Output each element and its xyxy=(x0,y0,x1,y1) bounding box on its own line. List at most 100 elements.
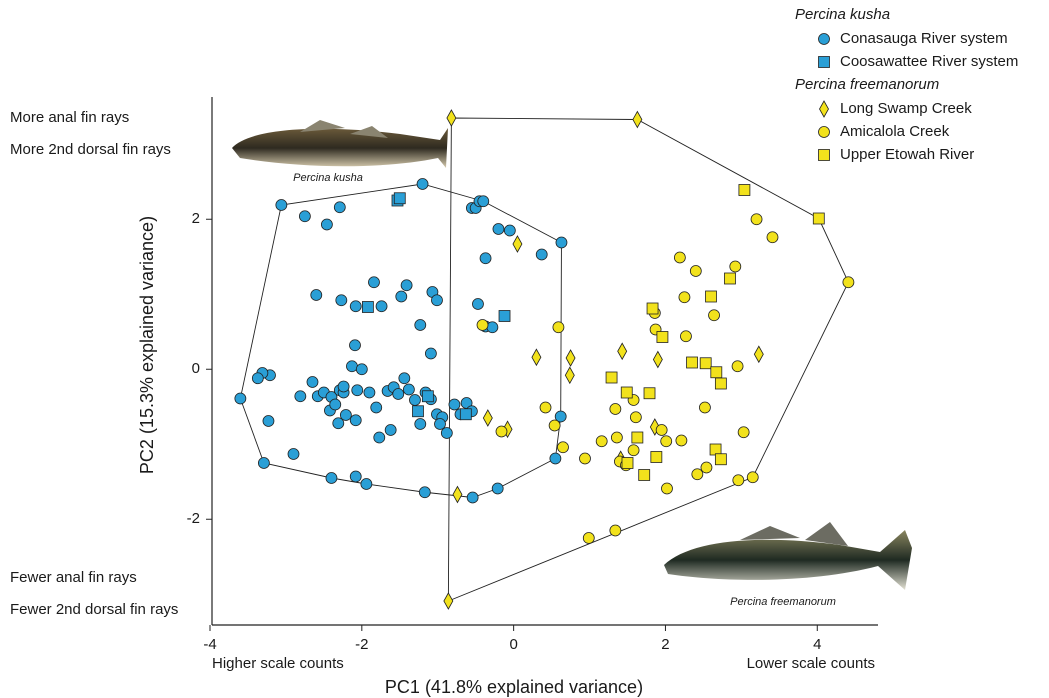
point xyxy=(656,425,667,436)
point xyxy=(441,428,452,439)
y-tick-label: 0 xyxy=(192,360,200,377)
point xyxy=(674,252,685,263)
point xyxy=(447,110,456,126)
image-caption: Percina kusha xyxy=(293,172,363,184)
point xyxy=(401,280,412,291)
point xyxy=(376,301,387,312)
point xyxy=(352,385,363,396)
point xyxy=(709,310,720,321)
y-axis-label: PC2 (15.3% explained variance) xyxy=(137,216,157,474)
point xyxy=(618,343,627,359)
point xyxy=(596,436,607,447)
point xyxy=(513,236,522,252)
legend-marker xyxy=(819,34,830,45)
point xyxy=(549,420,560,431)
point xyxy=(692,469,703,480)
point xyxy=(425,348,436,359)
point xyxy=(680,331,691,342)
y-annotation: More anal fin rays xyxy=(10,109,129,126)
point xyxy=(553,322,564,333)
point xyxy=(235,393,246,404)
point xyxy=(368,277,379,288)
point xyxy=(385,425,396,436)
point xyxy=(557,442,568,453)
point xyxy=(661,436,672,447)
point xyxy=(813,213,824,224)
legend-label: Coosawattee River system xyxy=(840,53,1018,70)
point xyxy=(706,291,717,302)
point xyxy=(449,399,460,410)
point xyxy=(661,483,672,494)
point xyxy=(540,402,551,413)
point xyxy=(699,402,710,413)
x-tick-label: -2 xyxy=(355,636,368,653)
point xyxy=(396,291,407,302)
fish-kusha xyxy=(232,120,448,168)
point xyxy=(334,202,345,213)
point xyxy=(288,449,299,460)
point xyxy=(493,224,504,235)
point xyxy=(477,320,488,331)
point xyxy=(739,185,750,196)
point xyxy=(419,487,430,498)
point xyxy=(415,320,426,331)
point xyxy=(733,475,744,486)
page: {"chart_data": { "type": "scatter", "x_l… xyxy=(0,0,1049,698)
x-axis-label: PC1 (41.8% explained variance) xyxy=(385,677,643,697)
point xyxy=(350,301,361,312)
legend-marker xyxy=(819,57,830,68)
point xyxy=(409,395,420,406)
y-annotation: Fewer anal fin rays xyxy=(10,569,137,586)
point xyxy=(492,483,503,494)
point xyxy=(444,593,453,609)
point xyxy=(276,200,287,211)
chart: Percina kusha Percina freemanorum More a… xyxy=(0,0,1049,698)
point xyxy=(374,432,385,443)
point xyxy=(679,292,690,303)
point xyxy=(499,311,510,322)
point xyxy=(621,387,632,398)
point xyxy=(532,349,541,365)
point xyxy=(338,381,349,392)
point xyxy=(738,427,749,438)
y-tick-label: -2 xyxy=(187,510,200,527)
point xyxy=(633,112,642,128)
point xyxy=(417,179,428,190)
point xyxy=(412,406,423,417)
point xyxy=(422,391,433,402)
point xyxy=(350,471,361,482)
legend-group-title: Percina kusha xyxy=(795,6,890,23)
legend-label: Upper Etowah River xyxy=(840,146,974,163)
point xyxy=(321,219,332,230)
point xyxy=(295,391,306,402)
point xyxy=(700,358,711,369)
point xyxy=(472,299,483,310)
point xyxy=(478,196,489,207)
point xyxy=(263,416,274,427)
point xyxy=(299,211,310,222)
point xyxy=(362,302,373,313)
point xyxy=(751,214,762,225)
point xyxy=(399,373,410,384)
point xyxy=(611,432,622,443)
point xyxy=(651,452,662,463)
point xyxy=(307,377,318,388)
point xyxy=(536,249,547,260)
point xyxy=(628,445,639,456)
fish-freemanorum xyxy=(664,522,912,590)
point xyxy=(330,399,341,410)
point xyxy=(431,295,442,306)
point xyxy=(361,479,372,490)
point xyxy=(715,454,726,465)
x-tick-label: -4 xyxy=(203,636,216,653)
point xyxy=(556,237,567,248)
point xyxy=(754,346,763,362)
point xyxy=(639,470,650,481)
point xyxy=(843,277,854,288)
point xyxy=(730,261,741,272)
point xyxy=(724,273,735,284)
point xyxy=(467,492,478,503)
point xyxy=(496,426,507,437)
point xyxy=(453,487,462,503)
legend-marker xyxy=(819,127,830,138)
